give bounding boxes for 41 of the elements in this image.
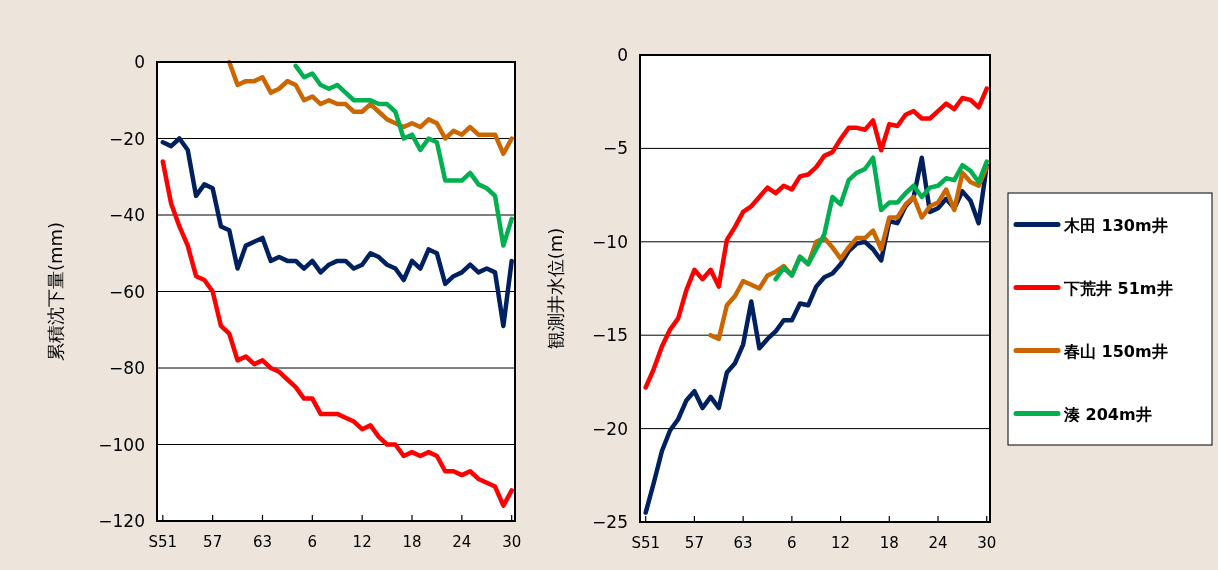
y-axis-title: 累積沈下量(mm): [45, 221, 66, 362]
x-tick-label: 30: [977, 534, 997, 552]
legend-label: 下荒井 51m井: [1063, 278, 1173, 298]
y-tick-label: −40: [109, 205, 145, 225]
x-tick-label: 18: [402, 533, 422, 551]
y-tick-label: −20: [109, 128, 145, 149]
x-tick-label: S51: [148, 533, 178, 551]
y-tick-label: −120: [98, 511, 145, 531]
line-series: [293, 63, 514, 248]
x-tick-label: 30: [502, 533, 522, 551]
line-series: [773, 155, 989, 282]
y-tick-label: −15: [592, 325, 628, 346]
x-tick-label: 63: [252, 533, 273, 551]
line-series: [227, 59, 514, 157]
legend-label: 春山 150m井: [1063, 341, 1168, 361]
x-tick-label: 24: [452, 533, 472, 551]
y-tick-label: −100: [98, 434, 145, 455]
legend-label: 湊 204m井: [1063, 404, 1152, 424]
line-series: [160, 136, 514, 329]
x-tick-label: 24: [928, 534, 948, 552]
line-series: [160, 159, 514, 508]
x-tick-label: 57: [684, 534, 704, 552]
y-axis-title: 観測井水位(m): [545, 227, 566, 350]
y-tick-label: −80: [109, 358, 145, 378]
x-tick-label: 12: [831, 534, 851, 552]
line-series: [643, 86, 989, 390]
x-tick-label: S51: [631, 534, 660, 552]
x-tick-label: 18: [879, 534, 899, 552]
legend-label: 木田 130m井: [1063, 215, 1168, 235]
x-tick-label: 6: [787, 534, 797, 552]
y-tick-label: −5: [602, 138, 628, 159]
y-tick-label: −60: [109, 281, 145, 302]
y-tick-label: −20: [592, 418, 628, 439]
y-tick-label: −25: [592, 512, 628, 532]
x-tick-label: 6: [307, 533, 318, 551]
x-tick-label: 63: [733, 534, 753, 552]
y-tick-label: 0: [617, 45, 628, 65]
y-tick-label: 0: [134, 52, 145, 72]
x-tick-label: 57: [203, 533, 223, 551]
y-tick-label: −10: [592, 231, 628, 252]
x-tick-label: 12: [352, 533, 372, 551]
